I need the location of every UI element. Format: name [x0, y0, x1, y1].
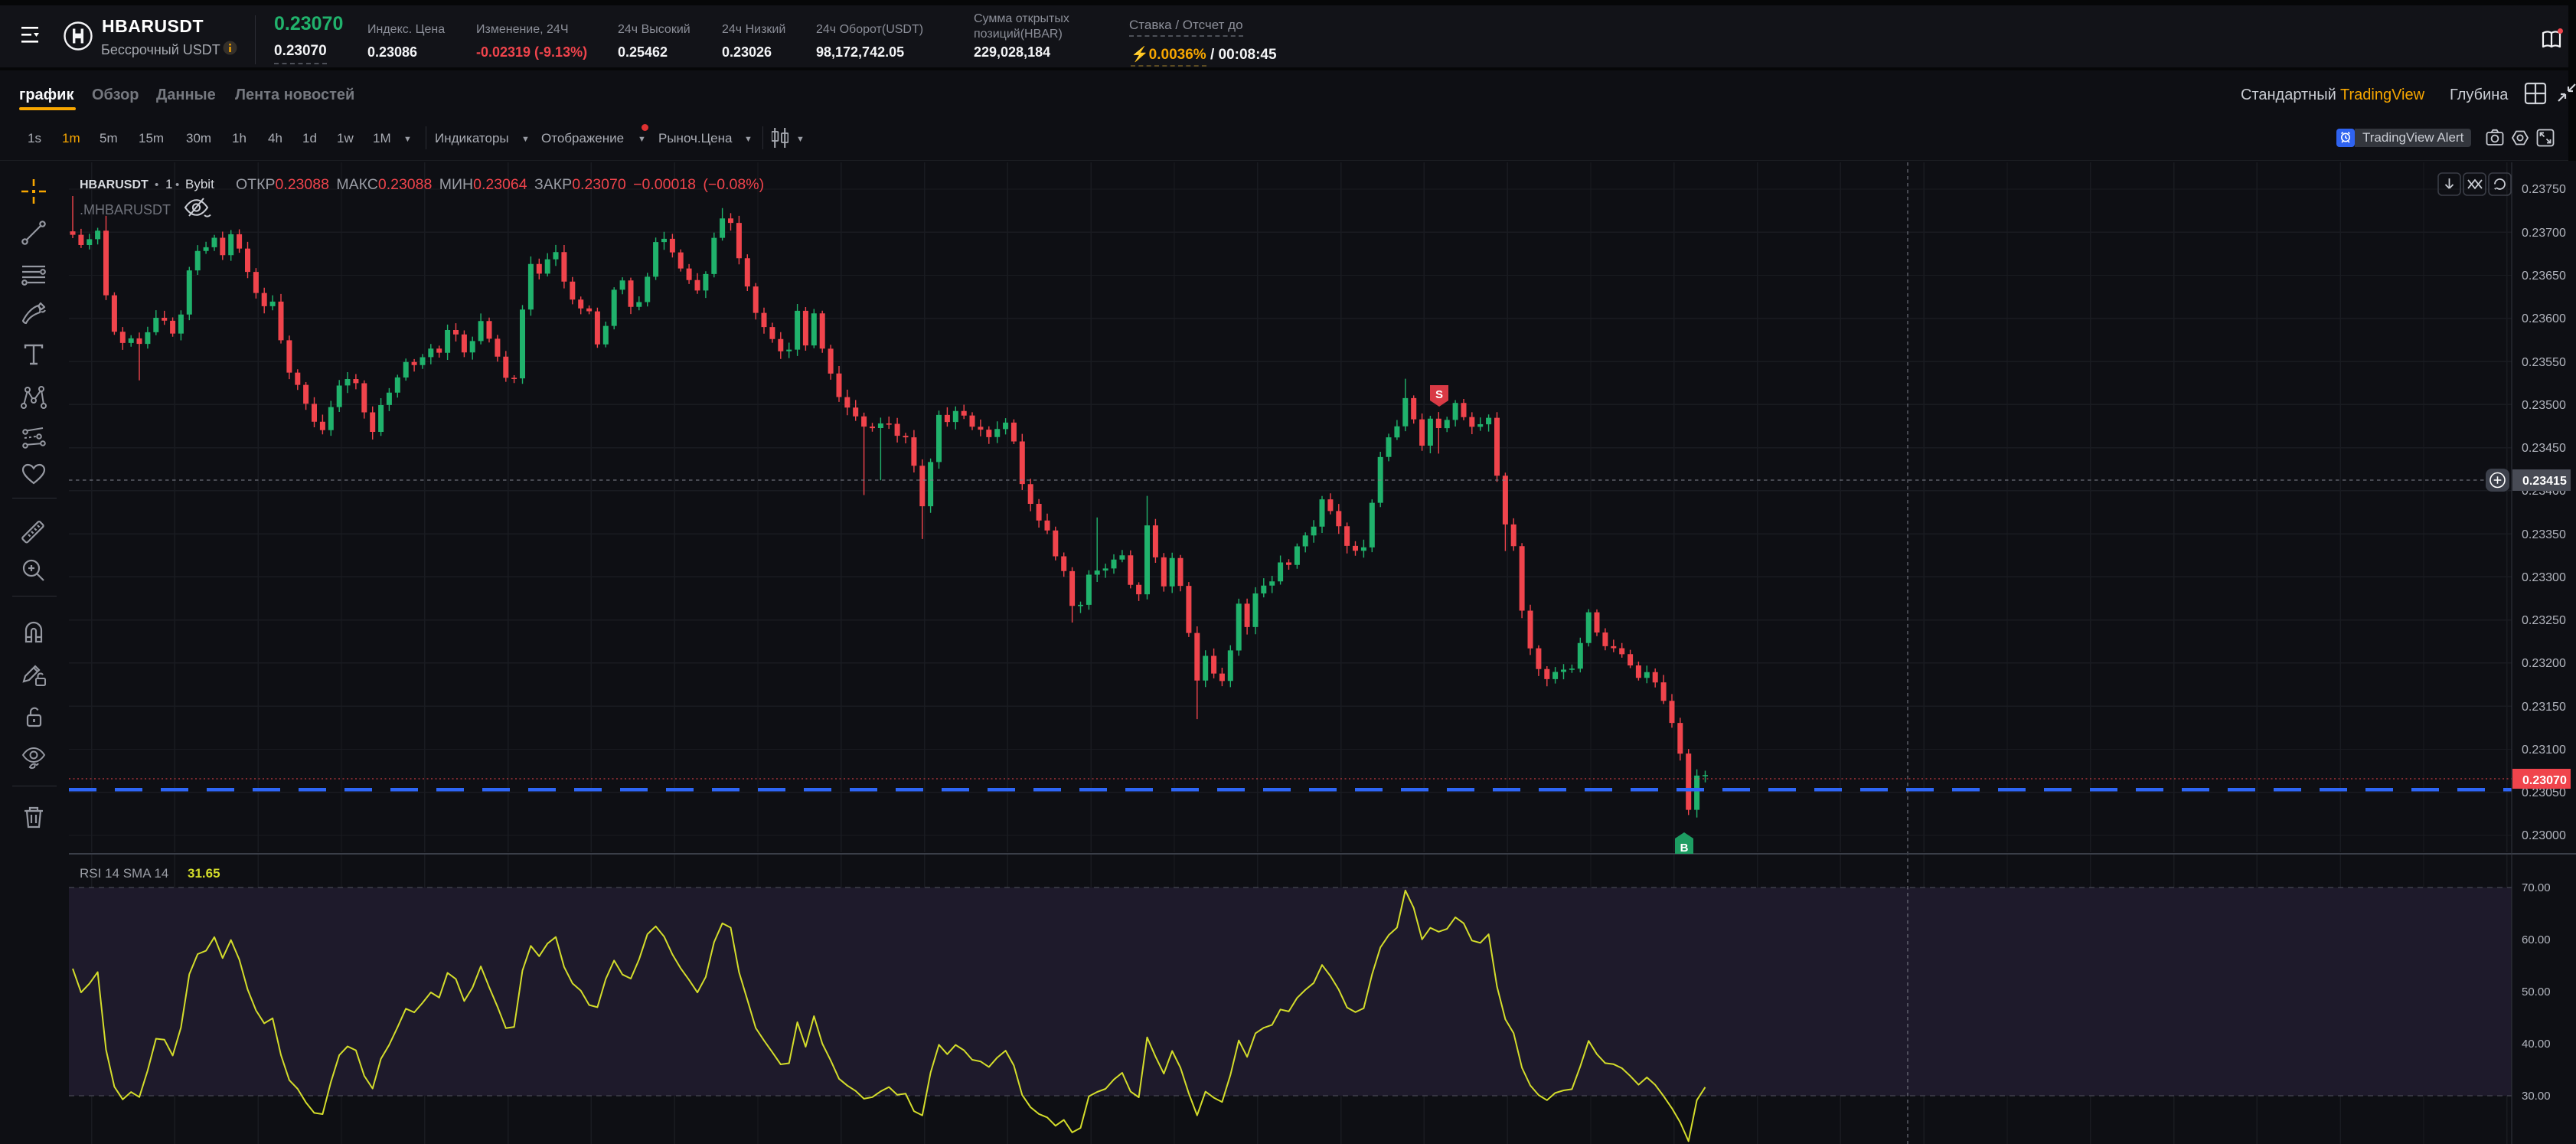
svg-text:0.23300: 0.23300: [2522, 571, 2566, 584]
svg-text:•: •: [155, 178, 158, 191]
svg-text:0.23050: 0.23050: [2522, 786, 2566, 799]
svg-text:0.23550: 0.23550: [2522, 356, 2566, 369]
svg-text:0.23200: 0.23200: [2522, 657, 2566, 670]
svg-text:S: S: [1435, 388, 1443, 401]
svg-text:0.23000: 0.23000: [2522, 829, 2566, 842]
svg-text:1: 1: [165, 177, 172, 191]
svg-text:40.00: 40.00: [2522, 1038, 2551, 1051]
svg-text:0.23650: 0.23650: [2522, 270, 2566, 283]
svg-text:0.23500: 0.23500: [2522, 399, 2566, 412]
svg-text:0.23250: 0.23250: [2522, 614, 2566, 627]
svg-text:ОТКР0.23088 МАКС0.23088 МИН0.2: ОТКР0.23088 МАКС0.23088 МИН0.23064 ЗАКР0…: [236, 176, 764, 193]
svg-text:50.00: 50.00: [2522, 985, 2551, 999]
svg-text:RSI 14 SMA 14: RSI 14 SMA 14: [80, 866, 168, 881]
svg-text:HBARUSDT: HBARUSDT: [80, 178, 149, 191]
svg-text:0.23150: 0.23150: [2522, 701, 2566, 714]
svg-text:•: •: [175, 178, 179, 191]
svg-text:0.23415: 0.23415: [2522, 475, 2567, 488]
svg-text:60.00: 60.00: [2522, 933, 2551, 946]
svg-text:0.23750: 0.23750: [2522, 183, 2566, 196]
svg-text:0.23350: 0.23350: [2522, 528, 2566, 541]
svg-text:0.23450: 0.23450: [2522, 442, 2566, 455]
svg-text:30.00: 30.00: [2522, 1090, 2551, 1103]
svg-text:0.23700: 0.23700: [2522, 227, 2566, 240]
svg-text:31.65: 31.65: [188, 866, 220, 881]
svg-text:0.23070: 0.23070: [2522, 774, 2567, 787]
svg-text:0.23600: 0.23600: [2522, 312, 2566, 325]
svg-text:.MHBARUSDT: .MHBARUSDT: [80, 202, 171, 217]
svg-text:70.00: 70.00: [2522, 881, 2551, 894]
svg-text:Bybit: Bybit: [185, 177, 214, 191]
svg-text:0.23100: 0.23100: [2522, 744, 2566, 757]
svg-text:B: B: [1680, 842, 1689, 855]
